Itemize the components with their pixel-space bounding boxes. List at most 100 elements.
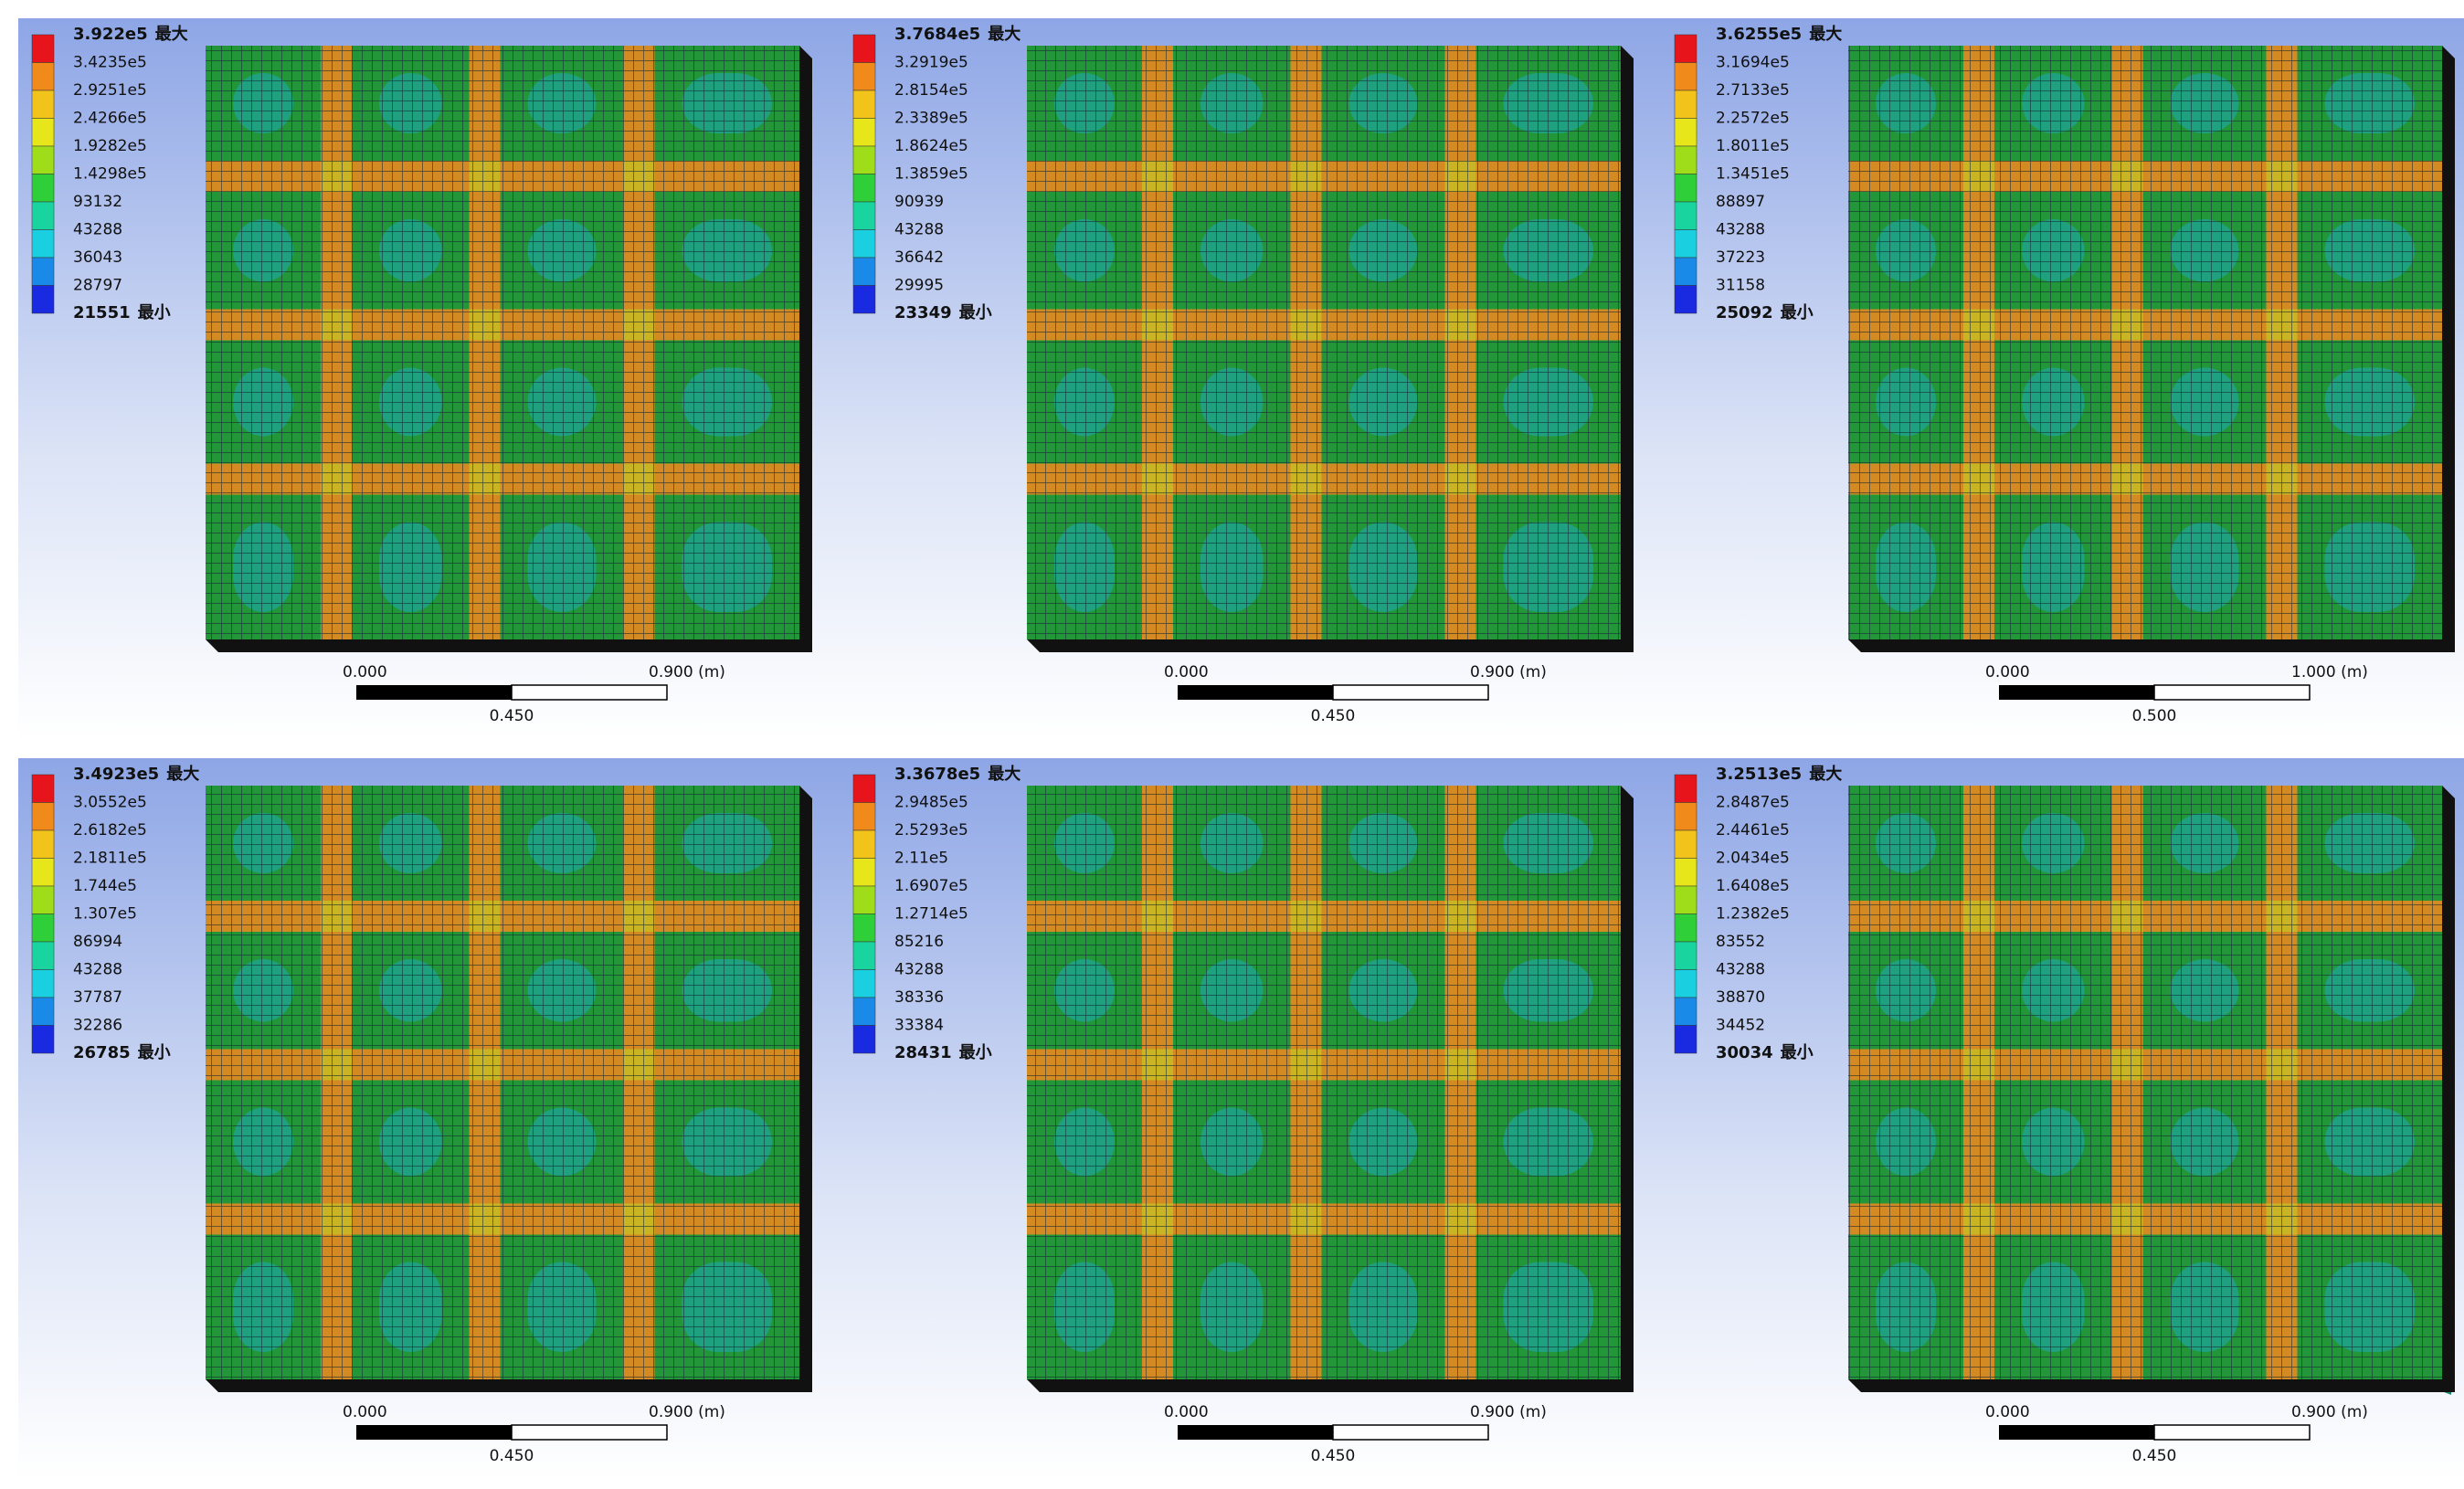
- legend-max-tag: 最大: [1809, 764, 1842, 784]
- legend-swatch: [31, 802, 55, 831]
- legend-label: 1.4298e5: [73, 165, 147, 184]
- legend-swatch: [852, 774, 876, 803]
- legend-label: 2.9485e5: [894, 794, 968, 812]
- scale-start: 0.000: [1164, 663, 1209, 681]
- legend-label: 43288: [73, 221, 122, 239]
- legend-swatch: [31, 34, 55, 63]
- legend-swatch: [1674, 229, 1697, 259]
- legend-label: 2.11e5: [894, 850, 948, 868]
- scale-start: 0.000: [343, 663, 387, 681]
- legend-swatch: [31, 285, 55, 314]
- scale-mid: 0.450: [1311, 1447, 1356, 1465]
- legend-min-tag: 最小: [959, 303, 992, 322]
- legend-swatch: [31, 201, 55, 230]
- scale-start: 0.000: [1985, 1403, 2030, 1421]
- scale-bar-white: [2153, 1424, 2311, 1441]
- legend-label: 86994: [73, 933, 122, 951]
- legend-label: 1.3451e5: [1716, 165, 1790, 184]
- legend-swatch: [1674, 1025, 1697, 1054]
- legend-label: 90939: [894, 193, 944, 211]
- legend-label: 3.4235e5: [73, 54, 147, 72]
- legend-swatch: [31, 62, 55, 91]
- legend-swatch: [31, 941, 55, 970]
- scale-bar-white: [1332, 684, 1489, 701]
- legend-swatch: [1674, 858, 1697, 887]
- legend-swatch: [1674, 145, 1697, 174]
- legend-label: 1.8011e5: [1716, 137, 1790, 155]
- legend-swatch: [1674, 802, 1697, 831]
- scale-start: 0.000: [343, 1403, 387, 1421]
- legend-label: 2.8154e5: [894, 81, 968, 100]
- legend-label: 1.6907e5: [894, 877, 968, 895]
- legend-label: 2.3389e5: [894, 110, 968, 128]
- scale-mid: 0.500: [2132, 707, 2177, 725]
- legend-label: 3.2919e5: [894, 54, 968, 72]
- legend-min: 23349: [894, 303, 952, 322]
- legend-swatch: [1674, 969, 1697, 998]
- legend-label: 93132: [73, 193, 122, 211]
- scale-end: 0.900 (m): [1470, 663, 1547, 681]
- legend-label: 3.0552e5: [73, 794, 147, 812]
- legend-swatch: [852, 285, 876, 314]
- legend-min-tag: 最小: [1781, 303, 1814, 322]
- legend-swatch: [1674, 174, 1697, 203]
- scale-mid: 0.450: [2132, 1447, 2177, 1465]
- legend-max: 3.6255e5: [1716, 25, 1802, 44]
- legend-label: 34452: [1716, 1017, 1765, 1035]
- legend-label: 43288: [894, 221, 944, 239]
- legend-max-tag: 最大: [166, 764, 199, 784]
- legend-label: 2.1811e5: [73, 850, 147, 868]
- legend-swatch: [852, 257, 876, 286]
- legend-min-tag: 最小: [1781, 1043, 1814, 1062]
- legend-max: 3.7684e5: [894, 25, 980, 44]
- legend-label: 2.6182e5: [73, 821, 147, 840]
- legend-swatch: [31, 858, 55, 887]
- mesh: [206, 46, 799, 639]
- legend-swatch: [31, 145, 55, 174]
- legend-swatch: [31, 774, 55, 803]
- scale-mid: 0.450: [1311, 707, 1356, 725]
- legend-swatch: [1674, 997, 1697, 1026]
- legend-label: 1.9282e5: [73, 137, 147, 155]
- legend-label: 33384: [894, 1017, 944, 1035]
- legend-label: 83552: [1716, 933, 1765, 951]
- legend-swatch: [1674, 62, 1697, 91]
- scale-end: 1.000 (m): [2291, 663, 2368, 681]
- scale-end: 0.900 (m): [1470, 1403, 1547, 1421]
- scale-mid: 0.450: [490, 1447, 534, 1465]
- mesh: [1027, 786, 1621, 1379]
- legend-label: 29995: [894, 277, 944, 295]
- legend-swatch: [1674, 774, 1697, 803]
- legend-label: 2.7133e5: [1716, 81, 1790, 100]
- legend-max: 3.922e5: [73, 25, 148, 44]
- legend-max-tag: 最大: [988, 764, 1020, 784]
- legend-swatch: [31, 913, 55, 943]
- legend-max: 3.2513e5: [1716, 765, 1802, 784]
- legend-swatch: [852, 969, 876, 998]
- legend-swatch: [852, 802, 876, 831]
- legend-label: 1.307e5: [73, 905, 137, 924]
- legend-label: 2.5293e5: [894, 821, 968, 840]
- legend-swatch: [31, 118, 55, 147]
- legend-swatch: [31, 829, 55, 859]
- legend-swatch: [31, 90, 55, 119]
- legend-swatch: [852, 885, 876, 914]
- legend-swatch: [1674, 913, 1697, 943]
- legend-swatch: [852, 829, 876, 859]
- legend-swatch: [31, 969, 55, 998]
- scale-bar-white: [2153, 684, 2311, 701]
- legend-swatch: [852, 34, 876, 63]
- scale-bar-black: [356, 685, 512, 700]
- legend-label: 43288: [73, 961, 122, 979]
- scale-end: 0.900 (m): [649, 1403, 725, 1421]
- legend-label: 43288: [1716, 221, 1765, 239]
- legend-swatch: [852, 201, 876, 230]
- scale-bar-white: [511, 684, 668, 701]
- legend-label: 38336: [894, 988, 944, 1007]
- legend-label: 1.8624e5: [894, 137, 968, 155]
- legend-label: 3.1694e5: [1716, 54, 1790, 72]
- legend-swatch: [31, 257, 55, 286]
- legend-swatch: [852, 90, 876, 119]
- legend-min: 28431: [894, 1043, 952, 1062]
